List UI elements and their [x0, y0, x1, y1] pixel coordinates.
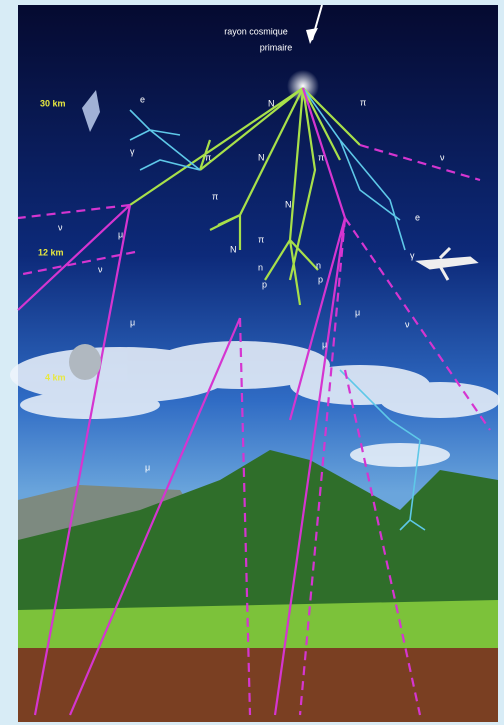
- particle-label: π: [360, 97, 366, 107]
- particle-label: ν: [405, 319, 410, 329]
- balloon-4km: [69, 344, 101, 380]
- altitude-label: 4 km: [45, 372, 66, 382]
- balloon-30km: [82, 90, 100, 132]
- particle-label: μ: [355, 307, 360, 317]
- particle-label: μ: [130, 317, 135, 327]
- particle-label: π: [318, 152, 324, 162]
- particle-label: μ: [118, 229, 123, 239]
- muon-tracks: [17, 87, 491, 716]
- particle-label: π: [212, 191, 218, 201]
- ground: [18, 648, 498, 722]
- particle-label: N: [285, 199, 292, 209]
- particle-label: π: [205, 152, 211, 162]
- arrow-head: [306, 28, 318, 44]
- particle-label: N: [268, 98, 275, 108]
- particle-label: N: [230, 244, 237, 254]
- particle-label: N: [258, 152, 265, 162]
- particle-label: n: [258, 262, 263, 272]
- particle-label: π: [258, 234, 264, 244]
- particle-label: e: [140, 94, 145, 104]
- airplane: [415, 246, 479, 281]
- altitude-label: 12 km: [38, 247, 64, 257]
- particle-label: ν: [58, 222, 63, 232]
- particle-label: γ: [410, 250, 415, 260]
- caption-line: rayon cosmique: [224, 26, 288, 36]
- particle-label: μ: [145, 462, 150, 472]
- particle-label: γ: [130, 146, 135, 156]
- hadron-tracks: [129, 87, 361, 306]
- particle-label: n: [316, 260, 321, 270]
- mountain: [18, 450, 498, 640]
- particle-label: e: [415, 212, 420, 222]
- particle-label: p: [262, 279, 267, 289]
- em-tracks: [129, 87, 426, 531]
- clouds: [10, 341, 500, 467]
- particle-label: ν: [440, 152, 445, 162]
- particle-label: p: [318, 274, 323, 284]
- caption-line: primaire: [260, 42, 293, 52]
- altitude-label: 30 km: [40, 98, 66, 108]
- field: [18, 600, 498, 655]
- particle-label: μ: [322, 339, 327, 349]
- particle-label: ν: [98, 264, 103, 274]
